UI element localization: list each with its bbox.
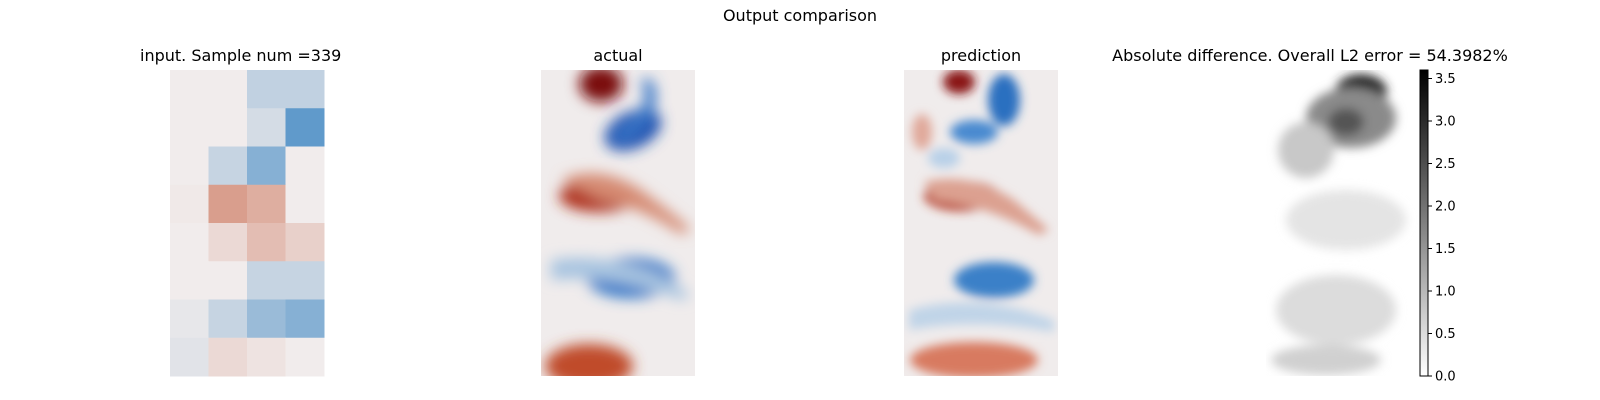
input-cell [285,261,325,300]
actual-blue-arm [611,78,657,142]
actual-blue-tail [551,257,691,300]
difference-bottom-band [1271,345,1381,375]
figure-suptitle: Output comparison [722,6,878,25]
prediction-heatmap [904,70,1058,376]
difference-mid-band [1286,190,1406,250]
input-cell [247,299,286,339]
prediction-red-patch-left [912,114,932,150]
input-cell [170,261,209,300]
colorbar-tick-label: 3.5 [1435,72,1456,87]
input-cell [247,184,286,224]
difference-panel-title: Absolute difference. Overall L2 error = … [1112,46,1508,65]
difference-left-band [1278,122,1334,178]
input-cell [247,261,286,300]
input-cell [285,299,325,339]
input-cell [170,108,209,147]
difference-colorbar: 0.0 0.5 1.0 1.5 2.0 2.5 3.0 3.5 [1419,69,1456,385]
input-cell [170,223,209,262]
colorbar-tick-label: 0.5 [1435,327,1456,342]
input-cell [170,70,209,109]
colorbar-tick-label: 0.0 [1435,370,1456,385]
input-cell [285,108,325,147]
input-cell [285,146,325,186]
input-cell [208,299,248,339]
prediction-blue-tail [909,302,1054,332]
input-cell [285,223,325,262]
prediction-blue-patch [928,148,960,168]
actual-red-tail [561,173,691,234]
input-cell [247,337,286,377]
colorbar-gradient [1419,69,1429,377]
input-heatmap [170,70,325,377]
actual-red-vortex-top [579,70,623,102]
input-cell [247,70,286,109]
prediction-blue-vortex-top-center [950,120,998,144]
input-cell [285,184,325,224]
actual-red-vortex-bottom [545,344,633,376]
input-panel-title: input. Sample num =339 [140,46,342,65]
difference-lower-band [1276,275,1396,345]
prediction-blue-vortex-top-right [988,74,1020,126]
colorbar-tick-label: 3.0 [1435,115,1456,130]
input-cell [208,146,248,186]
prediction-red-vortex-top [943,70,975,94]
difference-secondary-peak [1328,108,1364,136]
input-cell [285,70,325,109]
input-cell [285,337,325,377]
prediction-blue-vortex-bottom [954,262,1034,298]
prediction-red-vortex-bottom [910,342,1038,376]
input-cell [208,261,248,300]
colorbar-tick-label: 1.0 [1435,285,1456,300]
actual-heatmap [541,70,695,376]
input-cell [170,146,209,186]
input-cell [208,70,248,109]
colorbar-tick-label: 1.5 [1435,242,1456,257]
actual-panel-title: actual [593,46,643,65]
prediction-panel-title: prediction [940,46,1022,65]
input-cell [170,184,209,224]
input-cell [247,223,286,262]
input-cell [170,337,209,377]
input-cell [247,146,286,186]
input-cell [247,108,286,147]
input-cell [208,184,248,224]
difference-heatmap [1266,70,1420,376]
prediction-red-tail [924,179,1049,235]
input-cell [208,108,248,147]
colorbar-tick-label: 2.5 [1435,157,1456,172]
input-cell [208,337,248,377]
input-cell [170,299,209,339]
colorbar-tick-label: 2.0 [1435,200,1456,215]
input-cell [208,223,248,262]
